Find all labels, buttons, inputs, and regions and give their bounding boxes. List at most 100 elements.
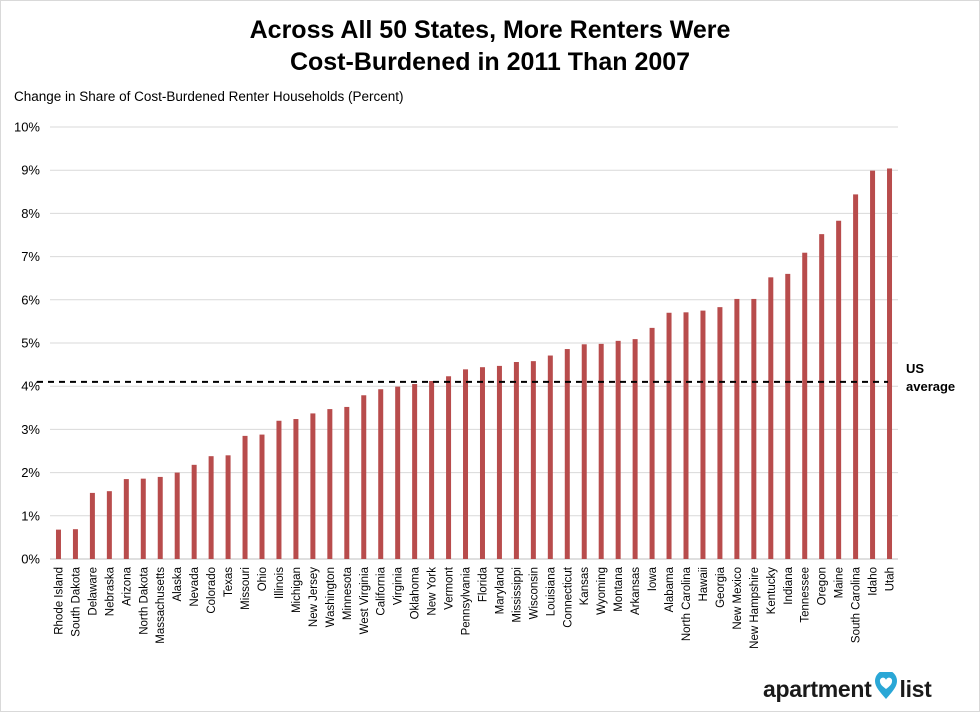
bar [72, 529, 78, 559]
bar [89, 492, 95, 559]
bar [632, 339, 638, 559]
bar [412, 384, 418, 559]
bar [598, 343, 604, 559]
x-category-label: Hawaii [698, 567, 710, 602]
bar [463, 369, 469, 559]
y-tick-label: 5% [21, 336, 40, 351]
x-category-label: Arizona [121, 566, 133, 606]
x-category-label: Alabama [664, 566, 676, 612]
gridlines [50, 126, 898, 560]
bar [276, 420, 282, 559]
bar [174, 472, 180, 559]
x-category-label: Kansas [579, 567, 591, 606]
x-category-label: Texas [223, 567, 235, 597]
x-category-label: Virginia [393, 566, 405, 605]
x-category-label: Louisiana [545, 566, 557, 616]
bar [327, 409, 333, 559]
x-category-label: New Hampshire [749, 567, 761, 649]
x-category-label: West Virginia [359, 566, 371, 634]
x-axis-labels: Rhode Island South Dakota Delaware Nebraska… [53, 566, 896, 649]
x-category-label: Arkansas [630, 567, 642, 615]
bar [496, 365, 502, 559]
bar [106, 491, 112, 559]
bar [225, 455, 231, 559]
bars [55, 168, 893, 560]
x-category-label: Washington [325, 567, 337, 627]
bar [530, 361, 536, 559]
us-average-label: US average [906, 360, 955, 396]
x-category-label: Maine [834, 567, 846, 598]
y-tick-label: 10% [14, 120, 40, 135]
chart-title-line-2: Cost-Burdened in 2011 Than 2007 [289, 48, 691, 76]
x-category-label: Ohio [257, 567, 269, 591]
y-tick-label: 9% [21, 163, 40, 178]
bar [768, 277, 774, 559]
bar [564, 349, 570, 559]
bar [717, 307, 723, 559]
x-category-label: Colorado [206, 567, 218, 614]
bar [615, 340, 621, 559]
bar [395, 386, 401, 559]
x-category-label: Connecticut [562, 566, 574, 628]
x-category-label: Tennessee [800, 567, 812, 623]
chart-title: Across All 50 States, More Renters Were … [0, 14, 980, 78]
bar [479, 367, 485, 559]
bar [191, 464, 197, 559]
y-tick-label: 3% [21, 422, 40, 437]
x-category-label: Montana [613, 566, 625, 611]
x-category-label: Illinois [274, 567, 286, 599]
bar [513, 362, 519, 559]
map-pin-heart-icon [874, 670, 898, 706]
bar [802, 252, 808, 559]
x-category-label: Indiana [783, 566, 795, 604]
us-average-label-line-2: average [906, 379, 956, 394]
x-category-label: Vermont [444, 566, 456, 610]
bar [836, 220, 842, 559]
bar [547, 355, 553, 559]
y-axis-ticks: 0% 1% 2% 3% 4% 5% 6% 7% 8% 9% 10% [14, 120, 40, 567]
bar [853, 194, 859, 559]
x-category-label: Delaware [87, 567, 99, 616]
bar [208, 456, 214, 559]
bar [361, 395, 367, 559]
x-category-label: North Carolina [681, 566, 693, 641]
x-category-label: New York [427, 567, 439, 616]
y-tick-label: 7% [21, 249, 40, 264]
bar [700, 310, 706, 559]
bar [344, 406, 350, 559]
bar [157, 476, 163, 559]
bar [293, 419, 299, 559]
x-category-label: Florida [477, 566, 489, 602]
x-category-label: Oklahoma [410, 566, 422, 619]
y-tick-label: 6% [21, 292, 40, 307]
bar [429, 381, 435, 559]
y-tick-label: 8% [21, 206, 40, 221]
x-category-label: Alaska [172, 566, 184, 601]
bar [666, 312, 672, 559]
bar [446, 376, 452, 559]
bar [123, 479, 129, 559]
logo-word-list: list [899, 676, 932, 702]
x-category-label: Missouri [240, 567, 252, 610]
bar [734, 298, 740, 559]
y-tick-label: 1% [21, 508, 40, 523]
x-category-label: New Jersey [308, 567, 320, 627]
x-category-label: Georgia [715, 566, 727, 608]
bar [870, 170, 876, 559]
bar [310, 413, 316, 559]
y-tick-label: 2% [21, 465, 40, 480]
x-category-label: Wyoming [596, 567, 608, 615]
y-axis-title: Change in Share of Cost-Burdened Renter … [14, 89, 404, 104]
x-category-label: North Dakota [138, 566, 150, 634]
logo-word-apartment: apartment [763, 676, 872, 702]
x-category-label: Iowa [647, 566, 659, 591]
x-category-label: Rhode Island [53, 567, 65, 635]
x-category-label: South Carolina [851, 566, 863, 643]
x-category-label: South Dakota [70, 566, 82, 636]
x-category-label: Nebraska [104, 566, 116, 616]
chart-title-line-1: Across All 50 States, More Renters Were [249, 16, 731, 44]
x-category-label: Mississippi [511, 567, 523, 623]
bar [140, 478, 146, 559]
us-average-label-line-1: US [906, 361, 925, 376]
